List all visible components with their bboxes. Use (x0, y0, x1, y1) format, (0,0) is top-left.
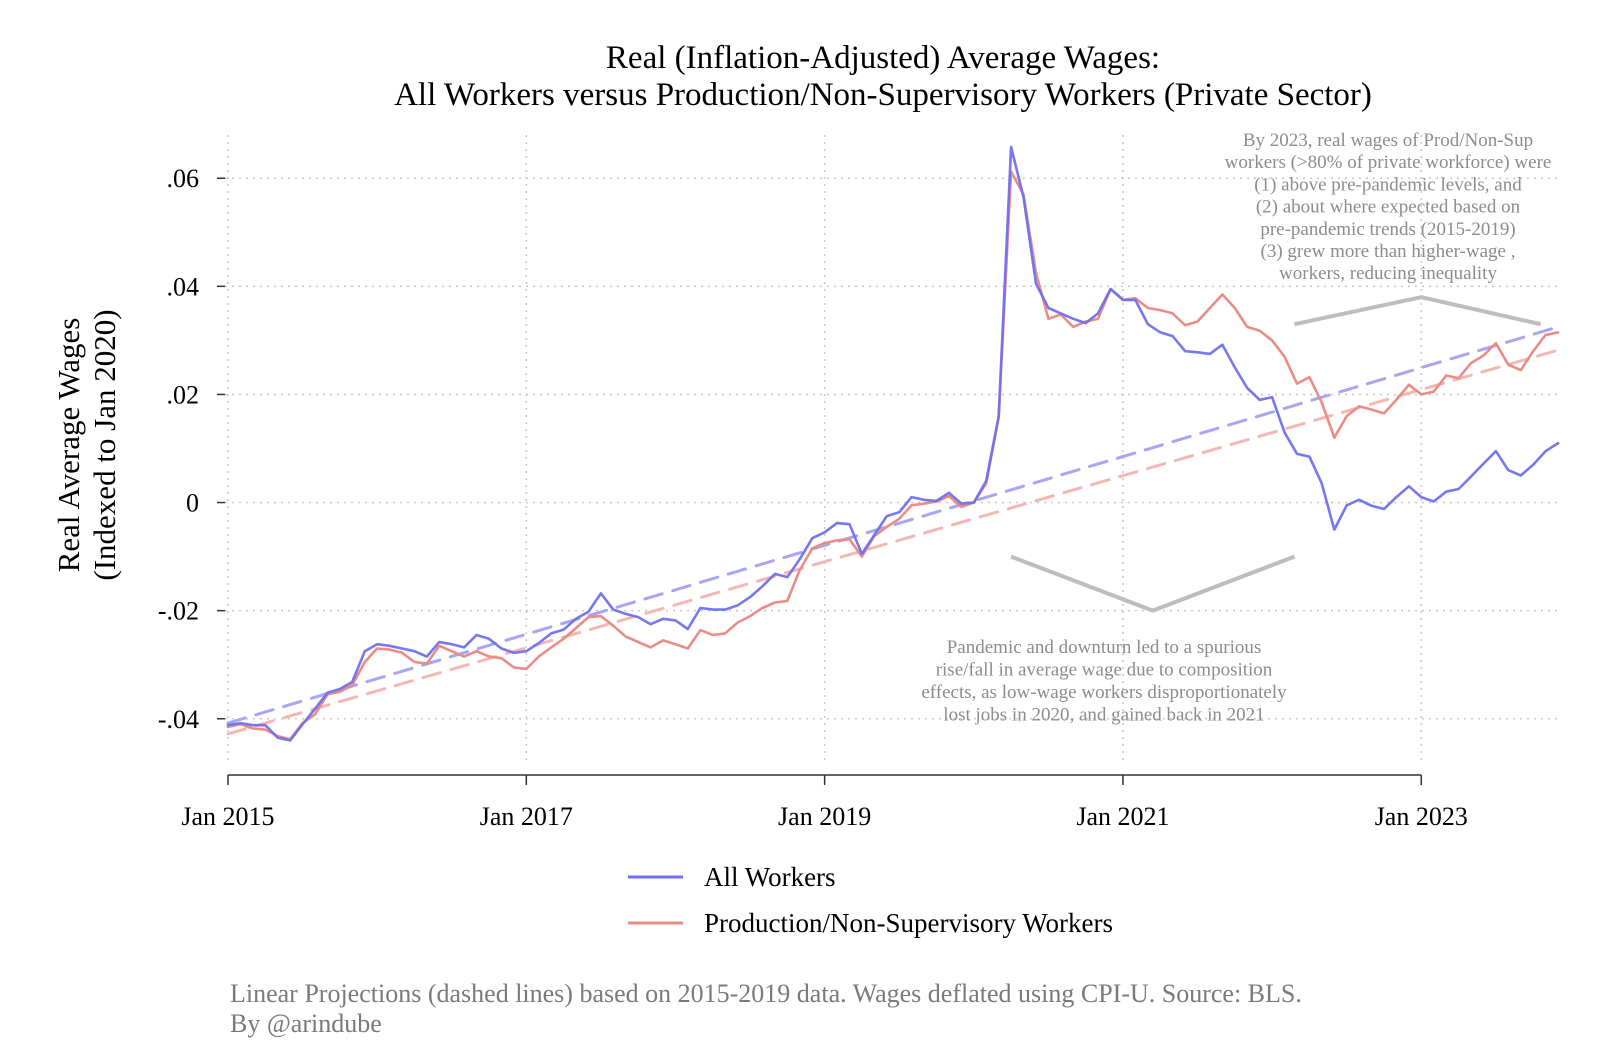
legend-label: Production/Non-Supervisory Workers (704, 908, 1113, 938)
title-line-2: All Workers versus Production/Non-Superv… (394, 77, 1372, 113)
annotation-text-line: pre-pandemic trends (2015-2019) (1260, 219, 1515, 240)
y-tick-label: .04 (167, 272, 200, 301)
annotation-text-line: workers (>80% of private workforce) were (1225, 152, 1552, 173)
legend-label: All Workers (704, 862, 836, 892)
footnote: Linear Projections (dashed lines) based … (230, 979, 1302, 1038)
annotation-bracket (1294, 295, 1542, 327)
y-tick-label: -.02 (158, 597, 199, 626)
legend: All Workers Production/Non-Supervisory Wo… (628, 862, 1113, 938)
title-line-1: Real (Inflation-Adjusted) Average Wages: (606, 40, 1160, 76)
annotation-text-line: (2) about where expected based on (1256, 197, 1521, 218)
annotation-text-line: lost jobs in 2020, and gained back in 20… (943, 705, 1264, 726)
x-tick-label: Jan 2017 (480, 802, 573, 831)
annotation-text-line: (3) grew more than higher-wage , (1261, 241, 1516, 262)
production-workers-trend-line (226, 348, 1560, 736)
y-tick-label: .02 (167, 380, 200, 409)
plot-area (226, 145, 1560, 742)
x-tick-label: Jan 2021 (1076, 802, 1169, 831)
x-tick-label: Jan 2015 (181, 802, 274, 831)
all-workers-line (226, 145, 1560, 742)
y-tick-label: .06 (167, 164, 200, 193)
annotation-text-line: By 2023, real wages of Prod/Non-Sup (1243, 130, 1533, 151)
annotation-bracket (1010, 554, 1296, 613)
x-tick-label: Jan 2019 (778, 802, 871, 831)
annotation-text-line: effects, as low-wage workers disproporti… (921, 682, 1287, 703)
chart-title: Real (Inflation-Adjusted) Average Wages:… (394, 40, 1372, 113)
annotation-text-line: Pandemic and downturn led to a spurious (947, 637, 1262, 658)
annotation-text-line: (1) above pre-pandemic levels, and (1254, 174, 1522, 195)
annotation-text-line: workers, reducing inequality (1279, 263, 1497, 284)
y-axis: -.04 -.02 0 .02 .04 .06 (158, 164, 225, 734)
y-axis-title-line-2: (Indexed to Jan 2020) (87, 309, 122, 580)
y-tick-label: 0 (186, 489, 199, 518)
x-axis: Jan 2015 Jan 2017 Jan 2019 Jan 2021 Jan 2023 (181, 774, 1468, 831)
y-tick-label: -.04 (158, 705, 199, 734)
annotation-text-line: rise/fall in average wage due to composi… (936, 660, 1273, 681)
y-axis-title: Real Average Wages (Indexed to Jan 2020) (51, 309, 122, 580)
footnote-line-1: Linear Projections (dashed lines) based … (230, 979, 1302, 1008)
production-workers-line (226, 170, 1560, 741)
all-workers-trend-line (226, 325, 1560, 725)
annotations: By 2023, real wages of Prod/Non-Supworke… (921, 130, 1551, 726)
y-axis-title-line-1: Real Average Wages (51, 318, 86, 573)
x-tick-label: Jan 2023 (1375, 802, 1468, 831)
footnote-line-2: By @arindube (230, 1009, 382, 1038)
